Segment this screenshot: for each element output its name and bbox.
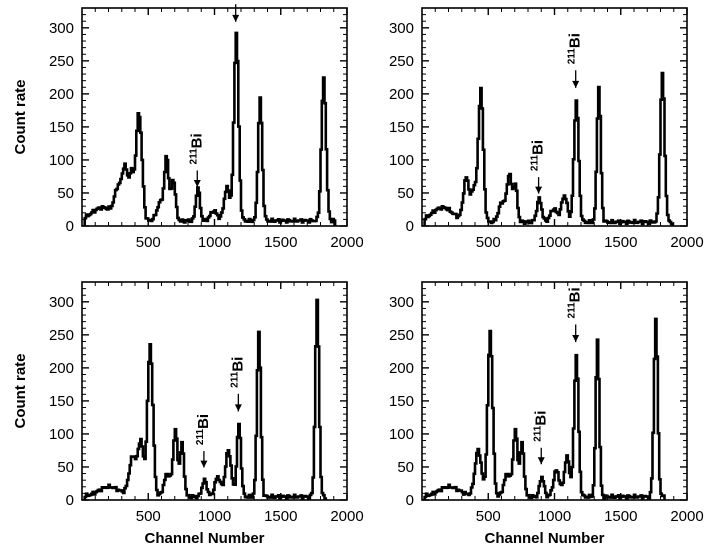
annotation-label-mass-number: 211 [229,371,240,388]
annotation-arrow-head [193,179,201,187]
y-tick-label: 250 [389,327,414,344]
annotation-211bi: 211Bi [567,287,584,343]
annotation-arrow-head [535,186,543,194]
annotation-label-mass-number: 211 [567,302,578,319]
y-tick-label: 250 [49,53,74,70]
annotation-label: 211Bi [195,414,212,445]
x-tick-label: 2000 [330,508,363,525]
y-tick-label: 300 [389,20,414,37]
annotation-label-element: Bi [530,140,547,155]
x-tick-label: 1000 [198,508,231,525]
annotation-211bi: 211Bi [530,140,547,194]
x-tick-label: 500 [476,508,501,525]
x-axis-title: Channel Number [484,530,604,547]
annotation-label-element: Bi [567,33,584,48]
annotation-211bi: 211Bi [195,414,212,468]
annotation-arrow-head [572,80,580,88]
x-tick-label: 1500 [264,234,297,251]
y-tick-label: 0 [66,218,74,235]
annotation-211bi: 211Bi [567,33,584,88]
y-axis-title: Count rate [12,354,29,429]
annotation-label: 211Bi [530,140,547,171]
chart-panel-bottom-left: 0 50 100 150 200 250 300 500 1000 1500 2000 Count r… [12,281,364,547]
x-tick-label: 500 [136,234,161,251]
annotation-label-element: Bi [188,133,205,148]
x-tick-label: 500 [136,508,161,525]
y-tick-label: 150 [389,119,414,136]
annotation-label: 211Bi [188,133,205,164]
annotation-label: 211Bi [567,33,584,64]
y-tick-label: 200 [389,86,414,103]
y-tick-label: 300 [49,20,74,37]
y-tick-label: 150 [49,119,74,136]
spectrum-series-line [423,71,674,226]
x-tick-label: 1000 [538,508,571,525]
annotation-211bi: 211Bi [532,411,549,465]
y-tick-label: 150 [49,393,74,410]
x-tick-label: 1500 [264,508,297,525]
x-tick-label: 1000 [198,234,231,251]
y-tick-label: 200 [49,360,74,377]
y-tick-label: 50 [57,185,74,202]
annotation-arrow-head [572,335,580,343]
y-tick-label: 100 [49,152,74,169]
y-tick-label: 50 [397,459,414,476]
y-tick-label: 100 [389,426,414,443]
x-tick-label: 1500 [604,234,637,251]
y-tick-label: 150 [389,393,414,410]
annotation-arrow-head [537,457,545,465]
annotation-arrow-head [200,460,208,468]
y-tick-label: 0 [406,218,414,235]
x-axis-title: Channel Number [144,530,264,547]
annotation-label-mass-number: 211 [188,148,199,165]
x-tick-label: 2000 [330,234,363,251]
annotation-label: 211Bi [532,411,549,442]
spectrum-series-line [83,298,328,500]
y-tick-label: 0 [66,492,74,509]
chart-panel-bottom-right: 0 50 100 150 200 250 300 500 1000 1500 2000 Channel… [389,281,704,547]
y-tick-label: 250 [389,53,414,70]
annotation-label-mass-number: 211 [532,425,543,442]
annotation-arrow-head [234,404,242,412]
x-tick-label: 1500 [604,508,637,525]
x-tick-label: 1000 [538,234,571,251]
annotation-211bi: 211Bi [188,133,205,187]
annotation-label: 211Bi [567,287,584,318]
y-tick-label: 100 [49,426,74,443]
y-tick-label: 300 [389,294,414,311]
spectrum-series-line [423,317,666,500]
annotation-label-element: Bi [195,414,212,429]
y-tick-label: 50 [57,459,74,476]
annotation-label-element: Bi [229,357,246,372]
x-tick-label: 500 [476,234,501,251]
annotation-arrow-head [232,14,240,22]
y-axis-title: Count rate [12,80,29,155]
y-tick-label: 200 [389,360,414,377]
annotation-label-element: Bi [532,411,549,426]
y-tick-label: 100 [389,152,414,169]
annotation-label: 211Bi [229,357,246,388]
y-tick-label: 250 [49,327,74,344]
spectrum-series-line [83,31,337,226]
annotation-211bi: 211Bi [232,4,240,22]
y-tick-label: 0 [406,492,414,509]
x-tick-label: 2000 [670,508,703,525]
annotation-211bi: 211Bi [229,357,246,412]
annotation-label-element: Bi [567,287,584,302]
y-tick-label: 300 [49,294,74,311]
y-tick-label: 50 [397,185,414,202]
chart-panel-top-left: 0 50 100 150 200 250 300 500 1000 1500 2000 Count r… [12,4,364,251]
annotation-label-mass-number: 211 [567,48,578,65]
y-tick-label: 200 [49,86,74,103]
annotation-label-mass-number: 211 [195,429,206,446]
x-tick-label: 2000 [670,234,703,251]
annotation-label-mass-number: 211 [530,155,541,172]
